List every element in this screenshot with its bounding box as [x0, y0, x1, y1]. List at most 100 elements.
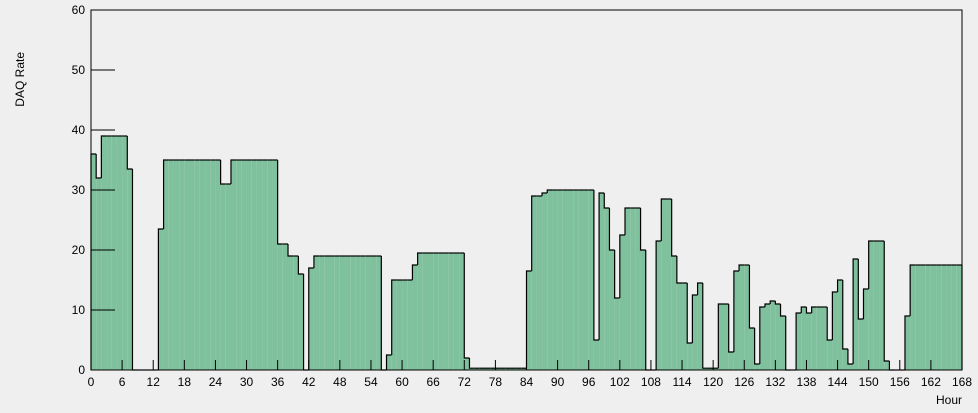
bar-outline — [385, 354, 392, 370]
bar — [692, 295, 698, 370]
bar — [282, 244, 289, 370]
bar-outline — [738, 264, 745, 271]
bar — [293, 256, 299, 370]
bar — [334, 256, 340, 370]
bar — [827, 340, 833, 370]
bar-outline — [619, 234, 626, 298]
bar — [884, 361, 890, 370]
bar-outline — [593, 190, 600, 341]
bar — [536, 196, 543, 370]
bar-outline — [277, 160, 283, 245]
bar-outline — [748, 265, 755, 329]
bar — [422, 253, 428, 370]
x-tick-label: 84 — [520, 375, 534, 389]
x-tick-label: 48 — [333, 375, 347, 389]
bar-outline — [525, 270, 532, 369]
bar-outline — [157, 228, 164, 370]
bar — [682, 283, 688, 370]
bar-outline — [774, 301, 781, 305]
bar-outline — [733, 270, 740, 352]
bar — [376, 256, 382, 370]
bar — [816, 307, 823, 370]
bar — [345, 256, 351, 370]
bar-outline — [759, 306, 765, 364]
bar — [822, 307, 828, 370]
bar — [101, 136, 107, 370]
bar — [267, 160, 273, 370]
bar-outline — [614, 250, 620, 299]
y-tick-label: 10 — [72, 303, 86, 317]
bar — [925, 265, 931, 370]
bar-outline — [883, 241, 890, 362]
x-tick-label: 60 — [395, 375, 409, 389]
bar — [619, 235, 626, 370]
bar — [199, 160, 206, 370]
bar — [956, 265, 962, 370]
bar — [298, 274, 304, 370]
x-tick-label: 114 — [672, 375, 691, 389]
bar-outline — [220, 160, 226, 185]
x-axis-title: Hour — [936, 393, 962, 407]
x-tick-label: 72 — [458, 375, 472, 389]
bar — [163, 160, 169, 370]
bar — [360, 256, 366, 370]
x-tick-label: 42 — [302, 375, 316, 389]
bar — [433, 253, 439, 370]
bar — [552, 190, 558, 370]
bar — [723, 304, 729, 370]
bar-outline — [162, 159, 169, 229]
bar — [661, 199, 667, 370]
bar — [308, 268, 314, 370]
bar — [194, 160, 200, 370]
bar — [562, 190, 568, 370]
bar-outline — [676, 256, 683, 284]
bar — [236, 160, 242, 370]
bar — [531, 196, 537, 370]
x-tick-label: 168 — [952, 375, 972, 389]
x-tick-label: 12 — [147, 375, 161, 389]
bar — [526, 271, 532, 370]
bar — [832, 292, 838, 370]
bar — [733, 271, 740, 370]
bar — [179, 160, 185, 370]
bar-outline — [546, 189, 553, 193]
x-tick-label: 24 — [209, 375, 223, 389]
bar — [573, 190, 579, 370]
bar — [951, 265, 957, 370]
bar — [604, 208, 610, 370]
bar — [256, 160, 263, 370]
bar-outline — [287, 244, 294, 257]
bar — [158, 229, 164, 370]
bar — [671, 256, 677, 370]
bar — [402, 280, 408, 370]
x-tick-label: 66 — [426, 375, 440, 389]
bar — [448, 253, 454, 370]
bar — [593, 340, 600, 370]
y-tick-label: 20 — [72, 243, 86, 257]
bar — [879, 241, 885, 370]
bar-outline — [909, 264, 916, 316]
bar — [858, 319, 864, 370]
bar — [246, 160, 252, 370]
bar — [614, 298, 620, 370]
bar — [215, 160, 221, 370]
bar — [764, 304, 771, 370]
bar — [355, 256, 361, 370]
bar-outline — [852, 258, 859, 364]
bar — [583, 190, 589, 370]
bar — [910, 265, 916, 370]
bar — [547, 190, 553, 370]
y-tick-label: 50 — [72, 63, 86, 77]
bar-outline — [831, 291, 838, 340]
x-tick-label: 162 — [921, 375, 941, 389]
y-axis-title: DAQ Rate — [13, 52, 27, 107]
bar — [220, 184, 226, 370]
bar — [920, 265, 926, 370]
bar — [122, 136, 128, 370]
x-tick-label: 18 — [178, 375, 192, 389]
bar — [173, 160, 180, 370]
bar — [412, 265, 418, 370]
bar-outline — [857, 259, 864, 320]
bar — [853, 259, 859, 370]
